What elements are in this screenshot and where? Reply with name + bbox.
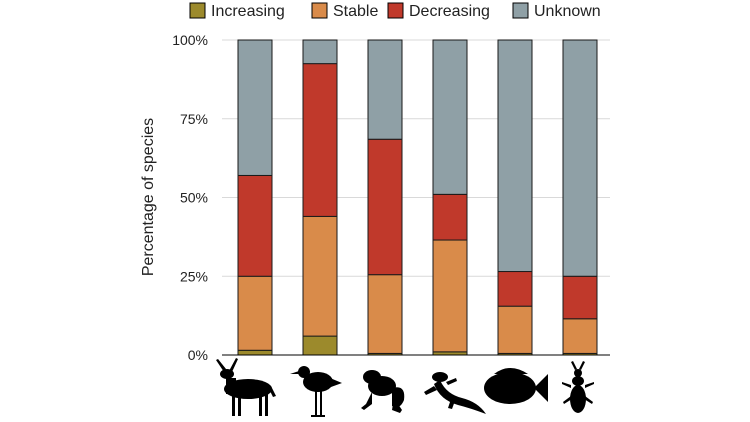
legend-swatch-stable: [311, 2, 328, 19]
bar-segment-stable: [497, 305, 533, 354]
bar-segment-stable: [432, 239, 468, 353]
legend-item-increasing: Increasing: [189, 2, 285, 20]
fishes-icon: [484, 368, 548, 404]
bar-segment-decreasing: [562, 275, 598, 320]
bars: [237, 39, 598, 356]
gridlines: [222, 39, 610, 277]
bar-segment-unknown: [367, 39, 403, 140]
bar-segment-stable: [302, 215, 338, 337]
bar-segment-stable: [562, 318, 598, 354]
bar-segment-increasing: [237, 349, 273, 356]
bar-segment-unknown: [562, 39, 598, 277]
bar-segment-unknown: [432, 39, 468, 195]
y-axis-title: Percentage of species: [140, 118, 157, 276]
amphibians-icon: [361, 370, 405, 413]
y-tick-label: 25%: [180, 268, 208, 284]
legend-item-decreasing: Decreasing: [387, 2, 490, 20]
bar-segment-decreasing: [497, 271, 533, 307]
legend: Increasing Stable Decreasing Unknown: [189, 2, 601, 20]
bar-segment-unknown: [302, 39, 338, 65]
y-tick-label: 100%: [172, 32, 208, 48]
legend-label-increasing: Increasing: [211, 3, 285, 20]
y-tick-label: 0%: [188, 347, 208, 363]
legend-swatch-unknown: [512, 2, 529, 19]
insects-icon: [562, 361, 594, 413]
mammals-icon: [216, 358, 276, 416]
bar-segment-unknown: [237, 39, 273, 176]
legend-label-decreasing: Decreasing: [409, 3, 490, 20]
y-tick-label: 50%: [180, 190, 208, 206]
y-axis-ticks: 0% 25% 50% 75% 100%: [172, 32, 208, 363]
bar-segment-stable: [237, 275, 273, 351]
legend-swatch-decreasing: [387, 2, 404, 19]
legend-swatch-increasing: [189, 2, 206, 19]
bar-segment-decreasing: [367, 138, 403, 276]
legend-item-stable: Stable: [311, 2, 378, 20]
reptiles-icon: [424, 372, 486, 414]
y-tick-label: 75%: [180, 111, 208, 127]
bar-segment-decreasing: [302, 63, 338, 217]
bar-segment-decreasing: [237, 174, 273, 277]
bar-segment-increasing: [302, 335, 338, 356]
birds-icon: [290, 366, 342, 417]
bar-segment-stable: [367, 274, 403, 354]
bar-segment-unknown: [497, 39, 533, 273]
bar-segment-decreasing: [432, 193, 468, 241]
legend-label-stable: Stable: [333, 3, 378, 20]
legend-label-unknown: Unknown: [534, 3, 601, 20]
legend-item-unknown: Unknown: [512, 2, 601, 20]
